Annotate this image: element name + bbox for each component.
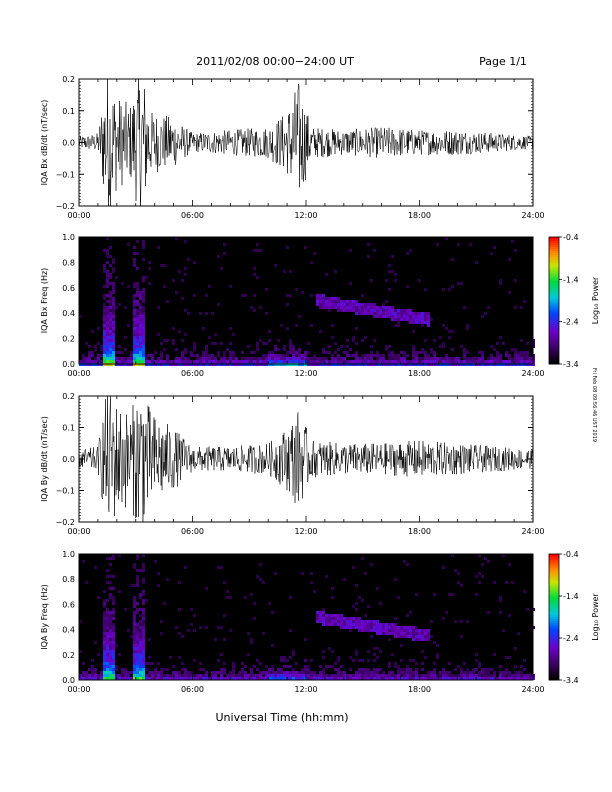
x-tick-label: 00:00 — [67, 369, 90, 378]
x-tick-label: 06:00 — [181, 211, 204, 220]
timestamp: Fri Feb 08 09:56:46 UST 2019 — [591, 368, 597, 442]
x-tick-label: 12:00 — [294, 369, 317, 378]
colorbar-tick-label: -1.4 — [563, 592, 579, 601]
y-tick-label: 0.0 — [62, 360, 75, 369]
y-tick-label: 0.2 — [62, 75, 75, 84]
series-line — [79, 79, 533, 206]
y-tick-label: 0.2 — [62, 392, 75, 401]
x-axis-title: Universal Time (hh:mm) — [216, 711, 349, 724]
y-axis-title: IQA By Freq (Hz) — [40, 584, 49, 650]
colorbar-tick-label: -2.4 — [563, 318, 579, 327]
y-tick-label: 0.6 — [62, 600, 75, 609]
x-tick-label: 00:00 — [67, 527, 90, 536]
y-tick-label: 1.0 — [62, 233, 75, 242]
series-line — [79, 396, 533, 522]
colorbar-tick-label: -0.4 — [563, 550, 579, 559]
figure-title: 2011/02/08 00:00−24:00 UT — [196, 55, 354, 68]
colorbar-tick-label: -0.4 — [563, 233, 579, 242]
x-tick-label: 24:00 — [521, 211, 544, 220]
y-axis-title: IQA Bx Freq (Hz) — [40, 268, 49, 334]
colorbar-tick-label: -1.4 — [563, 275, 579, 284]
colorbar: -0.4 -1.4 -2.4 -3.4 Log₁₀ Power — [548, 233, 600, 369]
y-tick-label: −0.2 — [56, 202, 75, 211]
colorbar-title: Log₁₀ Power — [591, 276, 600, 324]
y-axis-title: IQA By dB/dt (nT/sec) — [40, 416, 49, 502]
x-tick-label: 18:00 — [408, 369, 431, 378]
colorbar-title: Log₁₀ Power — [591, 593, 600, 641]
y-tick-label: 0.8 — [62, 258, 75, 267]
y-tick-label: 1.0 — [62, 550, 75, 559]
spectrogram-cells — [79, 237, 535, 366]
y-tick-label: 0.2 — [62, 651, 75, 660]
spectrogram-cells — [79, 554, 535, 680]
y-tick-label: 0.1 — [62, 107, 75, 116]
y-tick-label: −0.2 — [56, 518, 75, 527]
x-tick-label: 12:00 — [294, 527, 317, 536]
x-tick-label: 12:00 — [294, 685, 317, 694]
x-tick-label: 12:00 — [294, 211, 317, 220]
x-tick-label: 24:00 — [521, 527, 544, 536]
colorbar-tick-label: -3.4 — [563, 676, 579, 685]
x-tick-label: 24:00 — [521, 369, 544, 378]
y-tick-label: 0.4 — [62, 626, 75, 635]
panel-3: 0.2 0.1 0.0 −0.1 −0.200:00 06:00 12:00 18:00 24:… — [40, 392, 545, 536]
y-tick-label: 0.8 — [62, 575, 75, 584]
panel-4: 1.0 0.8 0.6 0.4 0.2 0.000:00 06:00 12:00 18:00 24… — [40, 550, 600, 694]
y-tick-label: 0.1 — [62, 424, 75, 433]
spectrogram-background — [79, 237, 533, 364]
panel-2: 1.0 0.8 0.6 0.4 0.2 0.000:00 06:00 12:00 18:00 24… — [40, 233, 600, 378]
x-tick-label: 18:00 — [408, 211, 431, 220]
colorbar-tick-label: -2.4 — [563, 634, 579, 643]
y-tick-label: 0.6 — [62, 284, 75, 293]
y-tick-label: 0.0 — [62, 676, 75, 685]
page-indicator: Page 1/1 — [479, 55, 527, 68]
colorbar-tick-label: -3.4 — [563, 360, 579, 369]
panel-1: 0.2 0.1 0.0 −0.1 −0.200:00 06:00 12:00 18:00 24:… — [40, 75, 545, 220]
y-tick-label: 0.2 — [62, 335, 75, 344]
x-tick-label: 06:00 — [181, 369, 204, 378]
y-tick-label: 0.0 — [62, 139, 75, 148]
x-tick-label: 24:00 — [521, 685, 544, 694]
x-tick-label: 00:00 — [67, 685, 90, 694]
x-tick-label: 00:00 — [67, 211, 90, 220]
y-tick-label: −0.1 — [56, 487, 75, 496]
y-tick-label: 0.0 — [62, 455, 75, 464]
y-tick-label: −0.1 — [56, 170, 75, 179]
colorbar: -0.4 -1.4 -2.4 -3.4 Log₁₀ Power — [548, 550, 600, 685]
x-tick-label: 06:00 — [181, 527, 204, 536]
y-tick-label: 0.4 — [62, 309, 75, 318]
x-tick-label: 18:00 — [408, 527, 431, 536]
y-axis-title: IQA Bx dB/dt (nT/sec) — [40, 100, 49, 186]
x-tick-label: 18:00 — [408, 685, 431, 694]
x-tick-label: 06:00 — [181, 685, 204, 694]
